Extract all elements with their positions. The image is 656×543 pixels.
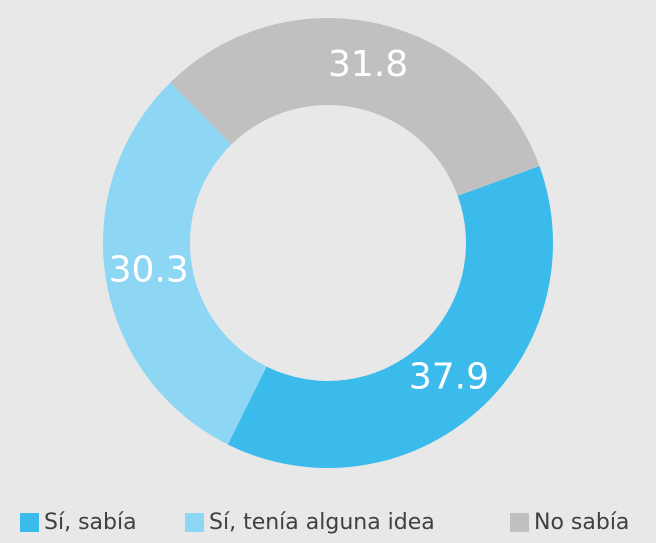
- value-label: 30.3: [109, 249, 189, 290]
- donut-segment: [227, 166, 554, 468]
- value-label: 31.8: [328, 44, 408, 85]
- value-label: 37.9: [409, 356, 489, 397]
- donut-segment: [102, 82, 267, 445]
- legend-swatch: [20, 513, 39, 532]
- legend-label: Sí, sabía: [44, 510, 137, 535]
- legend-label: Sí, tenía alguna idea: [209, 510, 435, 535]
- legend-label: No sabía: [534, 510, 629, 535]
- legend-swatch: [185, 513, 204, 532]
- donut-segment: [170, 18, 540, 196]
- legend-swatch: [510, 513, 529, 532]
